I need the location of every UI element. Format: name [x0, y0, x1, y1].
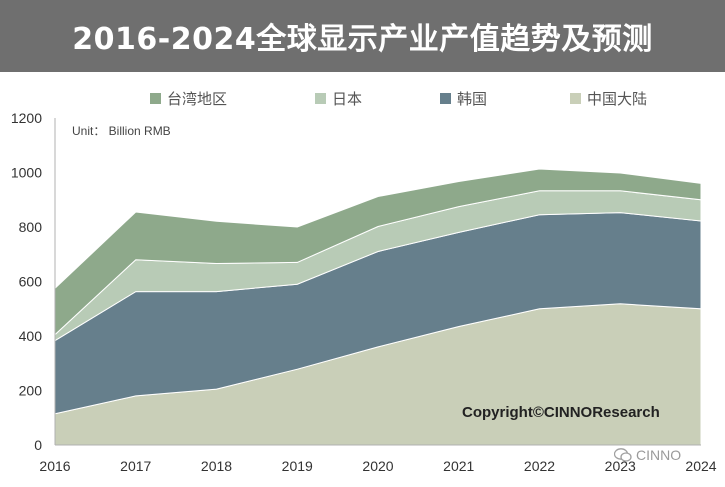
- copyright-text: Copyright©CINNOResearch: [462, 404, 660, 421]
- legend-swatch: [150, 93, 161, 104]
- wechat-icon: [614, 448, 632, 462]
- legend-swatch: [315, 93, 326, 104]
- x-tick-label: 2020: [362, 458, 393, 474]
- y-tick-label: 1000: [11, 165, 42, 181]
- y-tick-label: 1200: [11, 110, 42, 126]
- legend-label: 韩国: [457, 90, 488, 108]
- watermark: CINNO: [614, 447, 681, 463]
- legend-label: 中国大陆: [587, 90, 648, 108]
- chart-title: 2016-2024全球显示产业产值趋势及预测: [72, 22, 653, 57]
- legend-swatch: [440, 93, 451, 104]
- legend-label: 日本: [332, 90, 363, 108]
- x-tick-label: 2023: [605, 458, 636, 474]
- x-tick-label: 2021: [443, 458, 474, 474]
- y-tick-label: 600: [19, 274, 43, 290]
- area-series-4: [54, 168, 702, 336]
- x-tick-label: 2024: [685, 458, 716, 474]
- x-tick-label: 2017: [120, 458, 151, 474]
- legend-item-korea: 韩国: [440, 88, 487, 109]
- watermark-text: CINNO: [636, 447, 682, 463]
- legend-swatch: [570, 93, 581, 104]
- y-tick-label: 0: [34, 437, 42, 453]
- y-tick-label: 400: [19, 328, 43, 344]
- legend: 台湾地区 日本 韩国 中国大陆: [150, 88, 670, 112]
- legend-item-china: 中国大陆: [570, 88, 647, 109]
- x-tick-label: 2016: [39, 458, 70, 474]
- unit-label: Unit： Billion RMB: [72, 124, 171, 138]
- legend-item-taiwan: 台湾地区: [150, 88, 227, 109]
- legend-item-japan: 日本: [315, 88, 362, 109]
- x-tick-label: 2018: [201, 458, 232, 474]
- y-tick-label: 200: [19, 383, 43, 399]
- x-tick-label: 2019: [282, 458, 313, 474]
- legend-label: 台湾地区: [167, 90, 228, 108]
- x-tick-label: 2022: [524, 458, 555, 474]
- title-bar: 2016-2024全球显示产业产值趋势及预测: [0, 0, 725, 72]
- y-tick-label: 800: [19, 219, 43, 235]
